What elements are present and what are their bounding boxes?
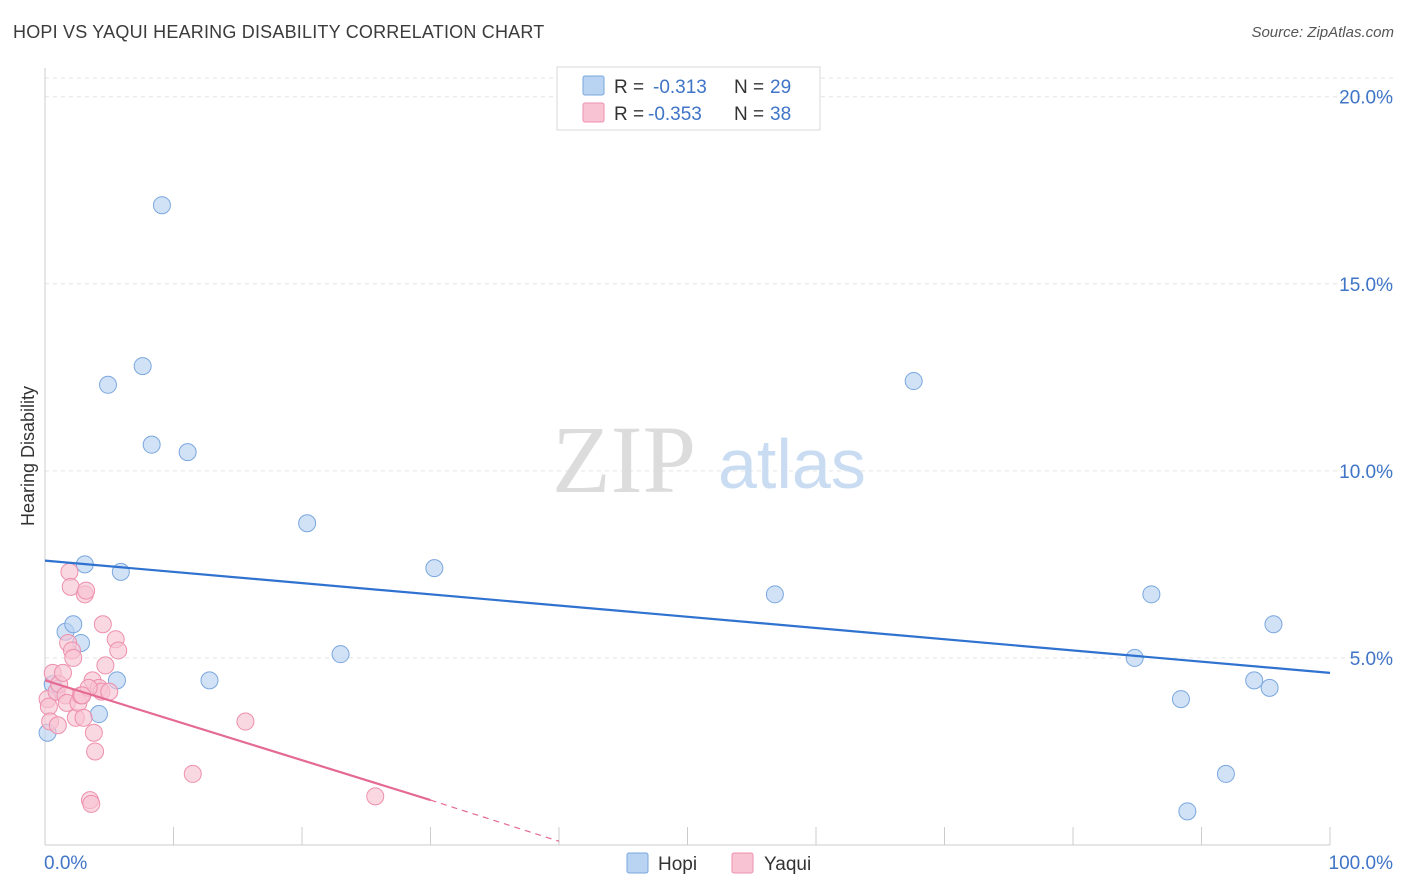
hopi-r-label: R = xyxy=(614,77,644,98)
yaqui-point xyxy=(84,723,103,742)
yaqui-n-value: 38 xyxy=(770,104,791,125)
bottom-legend-yaqui-label: Yaqui xyxy=(764,854,811,875)
yaqui-point xyxy=(236,712,255,731)
yaqui-point xyxy=(183,764,202,783)
yaqui-point xyxy=(96,656,115,675)
hopi-point xyxy=(1171,690,1190,709)
hopi-trend-line xyxy=(44,559,1331,674)
y-tick-label: 15.0% xyxy=(1339,275,1393,296)
hopi-point xyxy=(1178,802,1197,821)
hopi-point xyxy=(1264,615,1283,634)
hopi-point xyxy=(200,671,219,690)
hopi-point xyxy=(1142,585,1161,604)
hopi-point xyxy=(904,372,923,391)
y-tick-label: 20.0% xyxy=(1339,88,1393,109)
axes xyxy=(44,68,1331,846)
yaqui-point xyxy=(74,708,93,727)
yaqui-point xyxy=(82,794,101,813)
hopi-n-value: 29 xyxy=(770,77,791,98)
hopi-point xyxy=(142,435,161,454)
yaqui-point xyxy=(64,648,83,667)
x-tick-label-min: 0.0% xyxy=(44,853,87,874)
hopi-point xyxy=(1245,671,1264,690)
hopi-r-value: -0.313 xyxy=(653,77,707,98)
yaqui-point xyxy=(93,615,112,634)
yaqui-point xyxy=(77,581,96,600)
yaqui-point xyxy=(48,716,67,735)
x-tick-label-max: 100.0% xyxy=(1329,853,1394,874)
watermark-zip: ZIP xyxy=(552,406,696,513)
bottom-legend: Hopi Yaqui xyxy=(626,852,811,875)
hopi-legend-swatch xyxy=(582,75,605,96)
yaqui-point xyxy=(109,641,128,660)
y-axis-label: Hearing Disability xyxy=(18,386,38,526)
source-credit: Source: ZipAtlas.com xyxy=(1251,24,1394,41)
watermark-atlas: atlas xyxy=(718,425,866,503)
y-tick-label: 5.0% xyxy=(1350,649,1393,670)
hopi-point xyxy=(765,585,784,604)
hopi-point xyxy=(98,375,117,394)
yaqui-r-label: R = xyxy=(614,104,644,125)
hopi-point xyxy=(331,645,350,664)
yaqui-r-value: -0.353 xyxy=(648,104,702,125)
data-points xyxy=(38,196,1283,821)
yaqui-point xyxy=(366,787,385,806)
hopi-point xyxy=(178,443,197,462)
chart-title: HOPI VS YAQUI HEARING DISABILITY CORRELA… xyxy=(13,22,545,42)
yaqui-trend-extension xyxy=(430,799,560,842)
gridlines xyxy=(45,77,1395,659)
yaqui-point xyxy=(39,697,58,716)
watermark: ZIP atlas xyxy=(552,406,866,513)
bottom-legend-hopi-swatch xyxy=(626,852,649,874)
yaqui-n-label: N = xyxy=(734,104,764,125)
bottom-legend-yaqui-swatch xyxy=(731,852,754,874)
stats-legend: R = -0.313 N = 29 R = -0.353 N = 38 xyxy=(556,66,821,131)
yaqui-point xyxy=(86,742,105,761)
y-tick-label: 10.0% xyxy=(1339,462,1393,483)
yaqui-point xyxy=(53,663,72,682)
hopi-point xyxy=(425,559,444,578)
yaqui-legend-swatch xyxy=(582,102,605,123)
yaqui-point xyxy=(60,562,79,581)
y-tick-labels: 5.0% 10.0% 15.0% 20.0% xyxy=(1339,88,1393,670)
hopi-point xyxy=(1125,648,1144,667)
hopi-point xyxy=(89,705,108,724)
hopi-point xyxy=(1216,764,1235,783)
hopi-n-label: N = xyxy=(734,77,764,98)
hopi-point xyxy=(64,615,83,634)
bottom-legend-hopi-label: Hopi xyxy=(658,854,697,875)
trend-lines xyxy=(44,559,1331,842)
hopi-point xyxy=(298,514,317,533)
yaqui-trend-line xyxy=(44,679,431,802)
hopi-point xyxy=(152,196,171,215)
hopi-point xyxy=(133,357,152,376)
hopi-point xyxy=(1260,678,1279,697)
